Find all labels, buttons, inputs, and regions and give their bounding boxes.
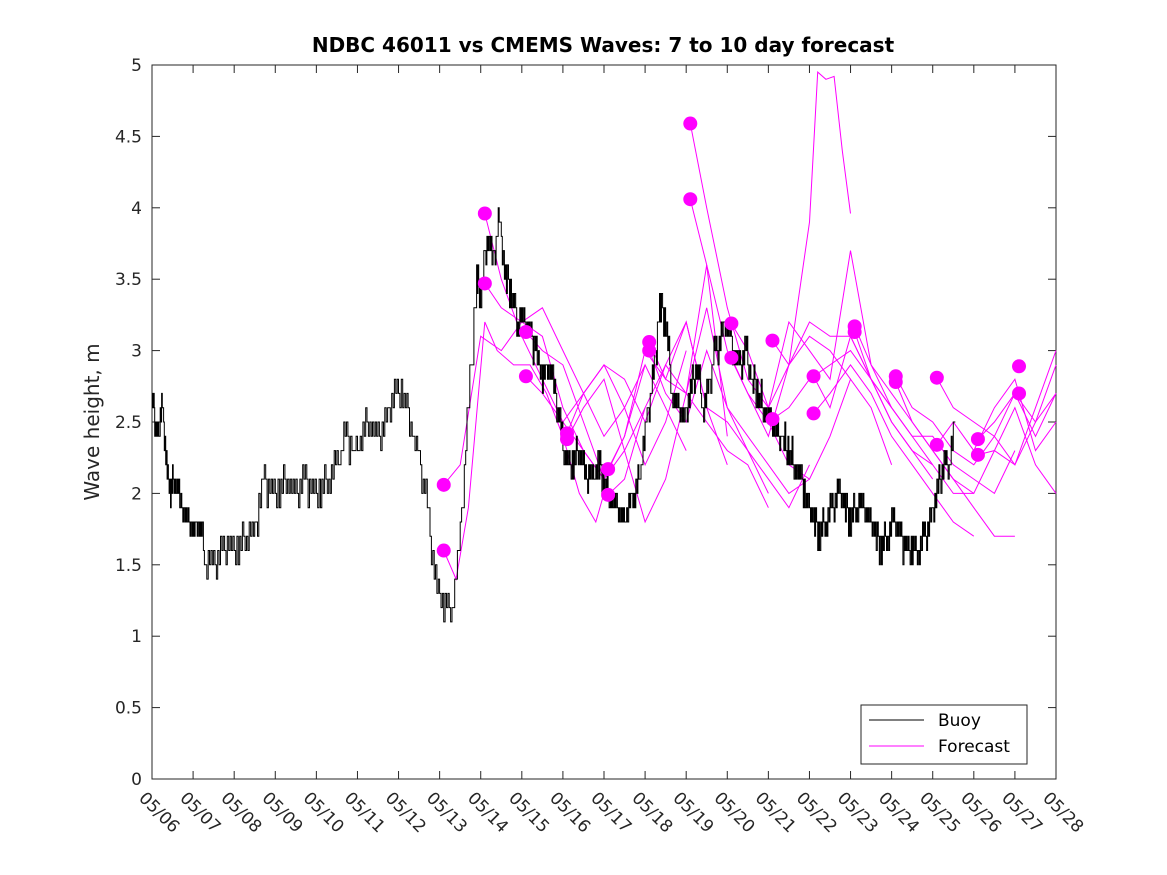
forecast-start-point xyxy=(929,370,944,385)
forecast-start-point xyxy=(970,432,985,447)
forecast-start-point xyxy=(765,412,780,427)
forecast-line xyxy=(936,350,1057,466)
y-tick-label: 0.5 xyxy=(115,699,142,719)
forecast-start-point xyxy=(1012,386,1027,401)
forecast-start-point xyxy=(806,369,821,384)
forecast-start-point xyxy=(601,487,616,502)
y-tick-label: 5 xyxy=(131,56,142,76)
forecast-start-point xyxy=(477,206,492,221)
y-tick-label: 1.5 xyxy=(115,556,142,576)
forecast-line xyxy=(895,364,1057,466)
forecast-start-point xyxy=(436,477,451,492)
y-tick-label: 2 xyxy=(131,484,142,504)
forecast-start-point xyxy=(683,192,698,207)
forecast-start-point xyxy=(806,406,821,421)
forecast-start-point xyxy=(642,343,657,358)
forecast-line xyxy=(648,320,810,509)
y-tick-label: 3 xyxy=(131,342,142,362)
legend-label-forecast: Forecast xyxy=(938,737,1010,757)
y-tick-label: 3.5 xyxy=(115,270,142,290)
forecast-start-point xyxy=(847,325,862,340)
forecast-start-point xyxy=(929,437,944,452)
forecast-line xyxy=(607,363,769,508)
y-tick-label: 2.5 xyxy=(115,413,142,433)
forecast-line xyxy=(484,283,646,438)
y-axis-label: Wave height, m xyxy=(80,343,104,500)
forecast-line xyxy=(854,331,1016,495)
forecast-line xyxy=(443,321,605,581)
chart-title: NDBC 46011 vs CMEMS Waves: 7 to 10 day f… xyxy=(312,33,895,57)
forecast-start-point xyxy=(724,350,739,365)
buoy-line xyxy=(152,207,956,623)
legend: Buoy Forecast xyxy=(860,704,1028,765)
forecast-line xyxy=(689,71,851,438)
forecast-line xyxy=(566,264,728,524)
forecast-start-point xyxy=(683,116,698,131)
forecast-start-point xyxy=(436,543,451,558)
legend-box xyxy=(860,704,1028,765)
forecast-start-point xyxy=(724,316,739,331)
forecast-line xyxy=(813,364,975,537)
forecast-line xyxy=(730,357,893,480)
forecast-start-point xyxy=(1012,359,1027,374)
forecast-start-point xyxy=(560,432,575,447)
forecast-start-point xyxy=(765,333,780,348)
forecast-start-point xyxy=(888,375,903,390)
y-tick-label: 0 xyxy=(131,770,142,790)
forecast-start-point xyxy=(970,447,985,462)
forecast-start-point xyxy=(601,462,616,477)
forecast-start-point xyxy=(477,276,492,291)
y-tick-label: 4.5 xyxy=(115,127,142,147)
forecast-start-point xyxy=(518,325,533,340)
forecast-line xyxy=(977,393,1057,466)
y-tick-label: 1 xyxy=(131,627,142,647)
forecast-start-point xyxy=(518,369,533,384)
legend-label-buoy: Buoy xyxy=(938,711,981,731)
y-tick-label: 4 xyxy=(131,199,142,219)
forecast-line xyxy=(895,381,1057,495)
